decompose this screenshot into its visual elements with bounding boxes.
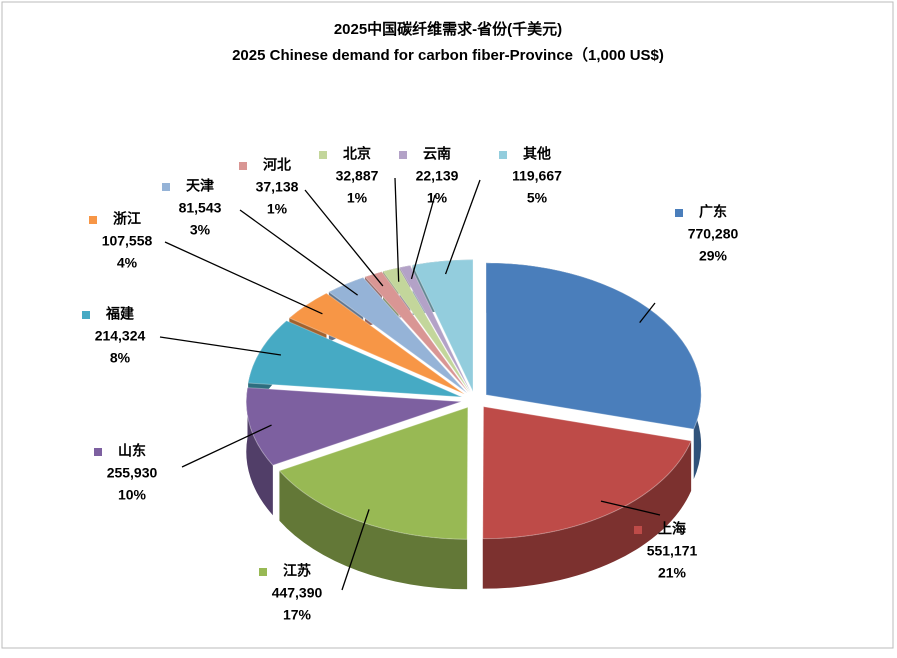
legend-marker [94,448,102,456]
leader-line [639,302,656,323]
value-label: 255,930 [107,465,158,481]
category-label: 广东 [699,204,727,220]
legend-marker [675,209,683,217]
slice [278,406,469,540]
value-label: 551,171 [647,543,698,559]
slice [327,276,468,394]
slice-tops [245,259,702,540]
value-label: 214,324 [95,328,146,344]
slice [411,259,474,392]
percent-label: 1% [267,201,288,217]
leader-line [239,209,359,296]
chart-title: 2025中国碳纤维需求-省份(千美元) [334,20,562,38]
leader-line [164,241,323,315]
leader-line [159,336,282,356]
slice-side [246,387,273,516]
leader-line [600,500,661,516]
leader-line [444,179,481,275]
legend-marker [89,216,97,224]
legend-marker [499,151,507,159]
legend-marker [162,183,170,191]
category-label: 天津 [186,178,214,194]
labels: 广东 770,280 29% 上海 551,171 21% 江苏 447,390 17% 山东 25… [82,146,739,623]
value-label: 770,280 [688,226,739,242]
slice [485,262,702,430]
value-label: 22,139 [416,168,459,184]
value-label: 37,138 [256,179,299,195]
slice [482,406,692,540]
chart-subtitle: 2025 Chinese demand for carbon fiber-Pro… [232,46,664,64]
category-label: 福建 [105,306,134,322]
category-label: 江苏 [283,563,311,579]
value-label: 107,558 [102,233,153,249]
category-label: 其他 [523,146,551,162]
legend-marker [259,568,267,576]
legend-marker [319,151,327,159]
slice [247,320,463,398]
percent-label: 10% [118,487,147,503]
leader-line [181,424,272,468]
value-label: 447,390 [272,585,323,601]
slice-side [279,470,468,590]
category-label: 上海 [658,521,686,537]
category-label: 山东 [118,443,146,459]
slice-side [482,440,692,589]
category-label: 浙江 [113,211,141,227]
percent-label: 29% [699,248,728,264]
percent-label: 3% [190,222,211,238]
legend-marker [239,162,247,170]
percent-label: 5% [527,190,548,206]
slice [288,292,466,395]
category-label: 云南 [423,146,451,162]
percent-label: 1% [347,190,368,206]
percent-label: 21% [658,565,687,581]
leader-line [304,189,384,287]
percent-label: 1% [427,190,448,206]
percent-label: 8% [110,350,131,366]
category-label: 河北 [263,157,291,173]
leader-line [394,177,400,282]
percent-label: 17% [283,607,312,623]
legend-marker [399,151,407,159]
value-label: 32,887 [336,168,379,184]
leader-line [341,509,370,591]
slice [398,264,472,393]
value-label: 81,543 [179,200,222,216]
category-label: 北京 [343,146,371,162]
legend-marker [82,311,90,319]
value-label: 119,667 [512,168,562,184]
legend-marker [634,526,642,534]
leader-line [410,194,436,280]
slice [245,387,462,466]
percent-label: 4% [117,255,138,271]
